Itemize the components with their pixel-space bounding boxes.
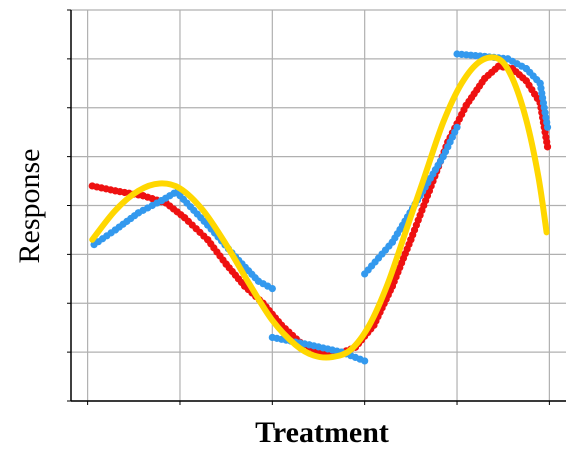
scatter-point-1 [543,123,552,131]
scatter-point-1 [268,284,276,293]
fit-line [89,54,550,361]
scatter-point-0 [543,143,552,151]
scatter-point-1 [453,123,461,131]
plot-series [88,50,552,365]
y-axis-label: Response [13,149,46,264]
x-axis-label: Treatment [255,416,389,449]
scatter-point-1 [361,357,369,365]
axes [67,9,566,405]
